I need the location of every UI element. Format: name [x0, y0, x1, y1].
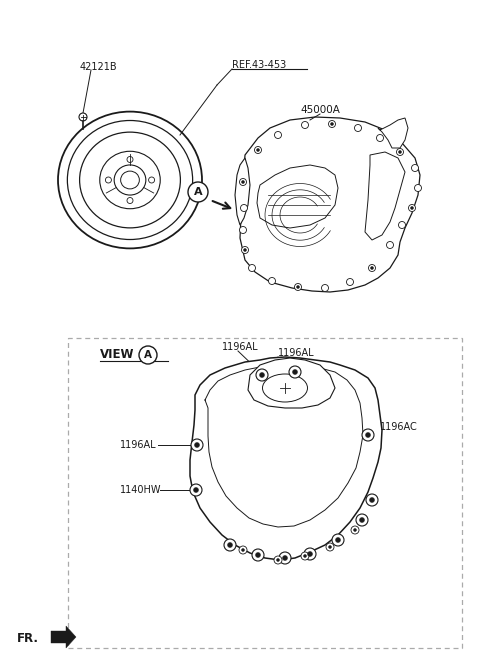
Text: 45000A: 45000A: [300, 105, 340, 115]
Circle shape: [297, 285, 300, 289]
Circle shape: [279, 552, 291, 564]
Circle shape: [415, 184, 421, 192]
Text: 1196AL: 1196AL: [120, 440, 156, 450]
Circle shape: [79, 113, 87, 121]
Circle shape: [239, 546, 247, 554]
Polygon shape: [51, 626, 76, 648]
Text: 42121B: 42121B: [80, 62, 118, 72]
Circle shape: [194, 443, 200, 447]
Circle shape: [371, 266, 373, 270]
Circle shape: [224, 539, 236, 551]
Circle shape: [256, 369, 268, 381]
Circle shape: [347, 279, 353, 285]
Circle shape: [190, 484, 202, 496]
Circle shape: [289, 366, 301, 378]
Text: 1196AL: 1196AL: [222, 342, 258, 352]
Circle shape: [276, 558, 279, 562]
Text: A: A: [144, 350, 152, 360]
Circle shape: [228, 543, 232, 548]
Text: A: A: [194, 187, 202, 197]
Circle shape: [241, 548, 244, 552]
Polygon shape: [257, 165, 338, 228]
Circle shape: [398, 150, 401, 154]
Circle shape: [240, 178, 247, 186]
Circle shape: [292, 369, 298, 375]
Circle shape: [193, 487, 199, 493]
Text: 1140HW: 1140HW: [120, 485, 161, 495]
Circle shape: [369, 264, 375, 272]
Circle shape: [303, 554, 307, 558]
Text: FR.: FR.: [17, 632, 39, 644]
Circle shape: [331, 123, 334, 125]
Text: 1196AL: 1196AL: [278, 348, 314, 358]
Circle shape: [355, 125, 361, 131]
Circle shape: [398, 222, 406, 228]
Circle shape: [255, 552, 261, 558]
Circle shape: [328, 546, 332, 548]
Circle shape: [191, 439, 203, 451]
Circle shape: [256, 148, 260, 152]
Circle shape: [386, 241, 394, 249]
Circle shape: [274, 556, 282, 564]
Circle shape: [362, 429, 374, 441]
Circle shape: [366, 494, 378, 506]
Text: REF.43-453: REF.43-453: [232, 60, 286, 70]
Circle shape: [336, 537, 340, 543]
Circle shape: [241, 180, 244, 184]
Circle shape: [356, 514, 368, 526]
Circle shape: [326, 543, 334, 551]
Circle shape: [188, 182, 208, 202]
Circle shape: [411, 165, 419, 171]
Circle shape: [408, 205, 416, 211]
Circle shape: [410, 207, 413, 209]
Circle shape: [139, 346, 157, 364]
Circle shape: [376, 134, 384, 142]
Circle shape: [240, 205, 248, 211]
Text: VIEW: VIEW: [100, 348, 134, 361]
Circle shape: [268, 277, 276, 285]
Circle shape: [241, 247, 249, 253]
Text: 1196AC: 1196AC: [380, 422, 418, 432]
Polygon shape: [248, 358, 335, 408]
Circle shape: [240, 226, 247, 234]
Circle shape: [353, 529, 357, 531]
Circle shape: [304, 548, 316, 560]
Circle shape: [283, 556, 288, 560]
Circle shape: [252, 549, 264, 561]
Circle shape: [301, 121, 309, 129]
Circle shape: [254, 146, 262, 154]
Circle shape: [295, 283, 301, 291]
Circle shape: [260, 373, 264, 377]
Circle shape: [301, 552, 309, 560]
Circle shape: [370, 497, 374, 502]
Polygon shape: [235, 158, 250, 225]
Circle shape: [243, 249, 247, 251]
Bar: [68, 338, 462, 648]
Circle shape: [332, 534, 344, 546]
Polygon shape: [190, 357, 382, 560]
Circle shape: [308, 552, 312, 556]
Circle shape: [275, 131, 281, 138]
Circle shape: [328, 121, 336, 127]
Polygon shape: [365, 152, 405, 240]
Circle shape: [249, 264, 255, 272]
Circle shape: [365, 432, 371, 438]
Circle shape: [360, 518, 364, 522]
Circle shape: [322, 285, 328, 291]
Polygon shape: [378, 118, 408, 148]
Circle shape: [396, 148, 404, 155]
Circle shape: [351, 526, 359, 534]
Ellipse shape: [58, 112, 202, 249]
Polygon shape: [240, 117, 420, 292]
